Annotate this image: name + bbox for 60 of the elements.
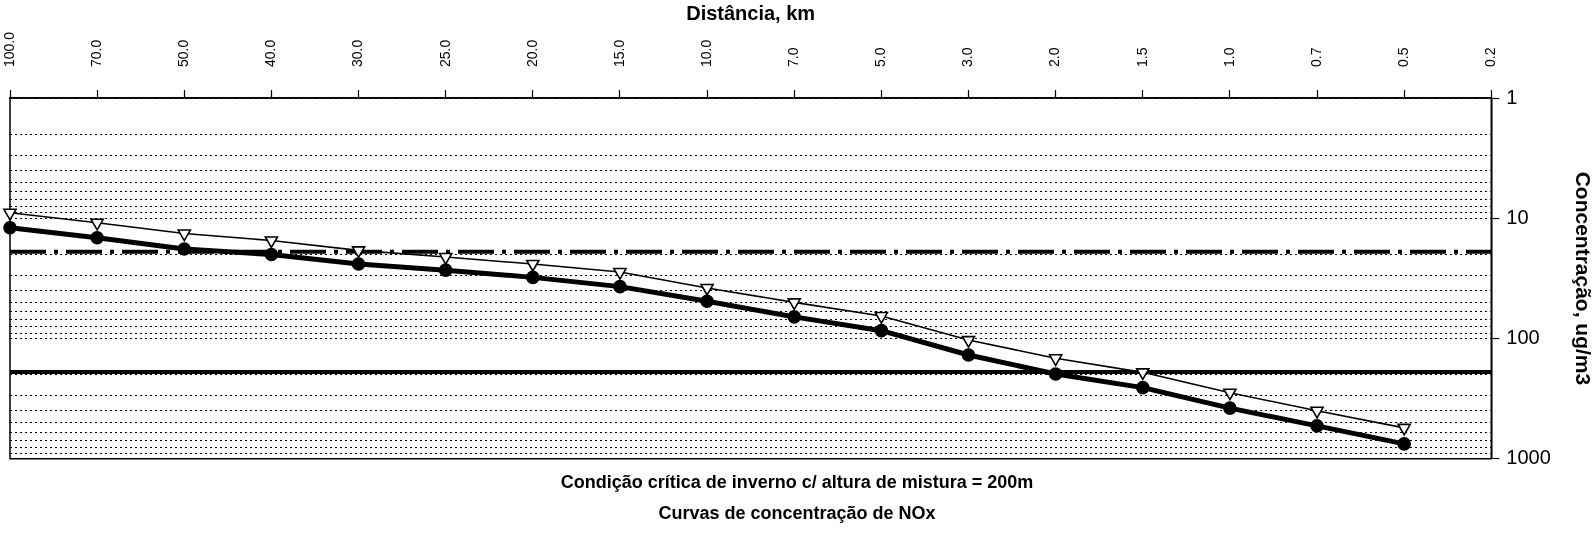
point	[961, 335, 976, 348]
x-tick-label: 3.0	[959, 47, 976, 68]
point	[700, 283, 714, 296]
x-tick-label: 7.0	[785, 47, 802, 68]
point	[525, 259, 540, 272]
point	[1135, 380, 1150, 395]
point	[1397, 423, 1412, 436]
x-tick-label: 40.0	[262, 39, 279, 68]
point	[3, 221, 17, 235]
x-tick-label: 30.0	[349, 39, 366, 68]
point	[1223, 401, 1237, 415]
point	[438, 252, 453, 265]
x-tick-label: 25.0	[436, 39, 453, 68]
y-tick-label: 1000	[1506, 446, 1551, 469]
x-tick-label: 5.0	[872, 47, 889, 68]
x-tick-label: 0.7	[1307, 47, 1324, 68]
x-tick-label: 100.0	[0, 31, 17, 68]
point	[90, 218, 104, 231]
text: Curvas de concentração de NOx	[658, 503, 936, 524]
x-tick-label: 0.2	[1482, 47, 1499, 68]
y-tick-label: 1	[1506, 85, 1518, 108]
x-tick-label: 2.0	[1046, 47, 1063, 68]
point	[613, 267, 627, 280]
point	[264, 236, 279, 249]
x-tick-label: 50.0	[175, 39, 192, 68]
point	[177, 242, 192, 256]
point	[874, 323, 889, 338]
text: Condição crítica de inverno c/ altura de mistura = 200m	[560, 471, 1034, 492]
x-tick-label: 20.0	[523, 39, 540, 68]
point	[787, 310, 802, 324]
point	[438, 263, 453, 277]
point	[351, 246, 366, 259]
x-tick-label: 15.0	[610, 39, 627, 68]
point	[1310, 419, 1324, 433]
point	[700, 294, 714, 309]
point	[3, 208, 17, 221]
x-tick-label: 0.5	[1395, 47, 1412, 68]
x-tick-label: 1.0	[1220, 47, 1237, 68]
x-axis-title: Distância, km	[686, 1, 816, 24]
y-tick-label: 100	[1506, 326, 1540, 349]
x-tick-label: 70.0	[88, 39, 104, 68]
point	[351, 257, 366, 271]
point	[1223, 388, 1237, 401]
point	[177, 229, 192, 242]
point	[874, 311, 889, 324]
point	[90, 230, 104, 245]
point	[1135, 368, 1150, 381]
point	[526, 270, 540, 285]
x-tick-label: 1.5	[1133, 47, 1150, 68]
point	[787, 298, 802, 311]
y-tick-label: 10	[1506, 205, 1529, 228]
point	[1048, 354, 1063, 367]
x-tick-label: 10.0	[697, 39, 714, 68]
point	[1310, 406, 1324, 419]
y-axis-title: Concentração, ug/m3	[1571, 171, 1594, 386]
point	[961, 348, 976, 362]
point	[613, 279, 627, 294]
point	[1048, 367, 1063, 381]
point	[1397, 437, 1411, 451]
point	[264, 247, 279, 262]
